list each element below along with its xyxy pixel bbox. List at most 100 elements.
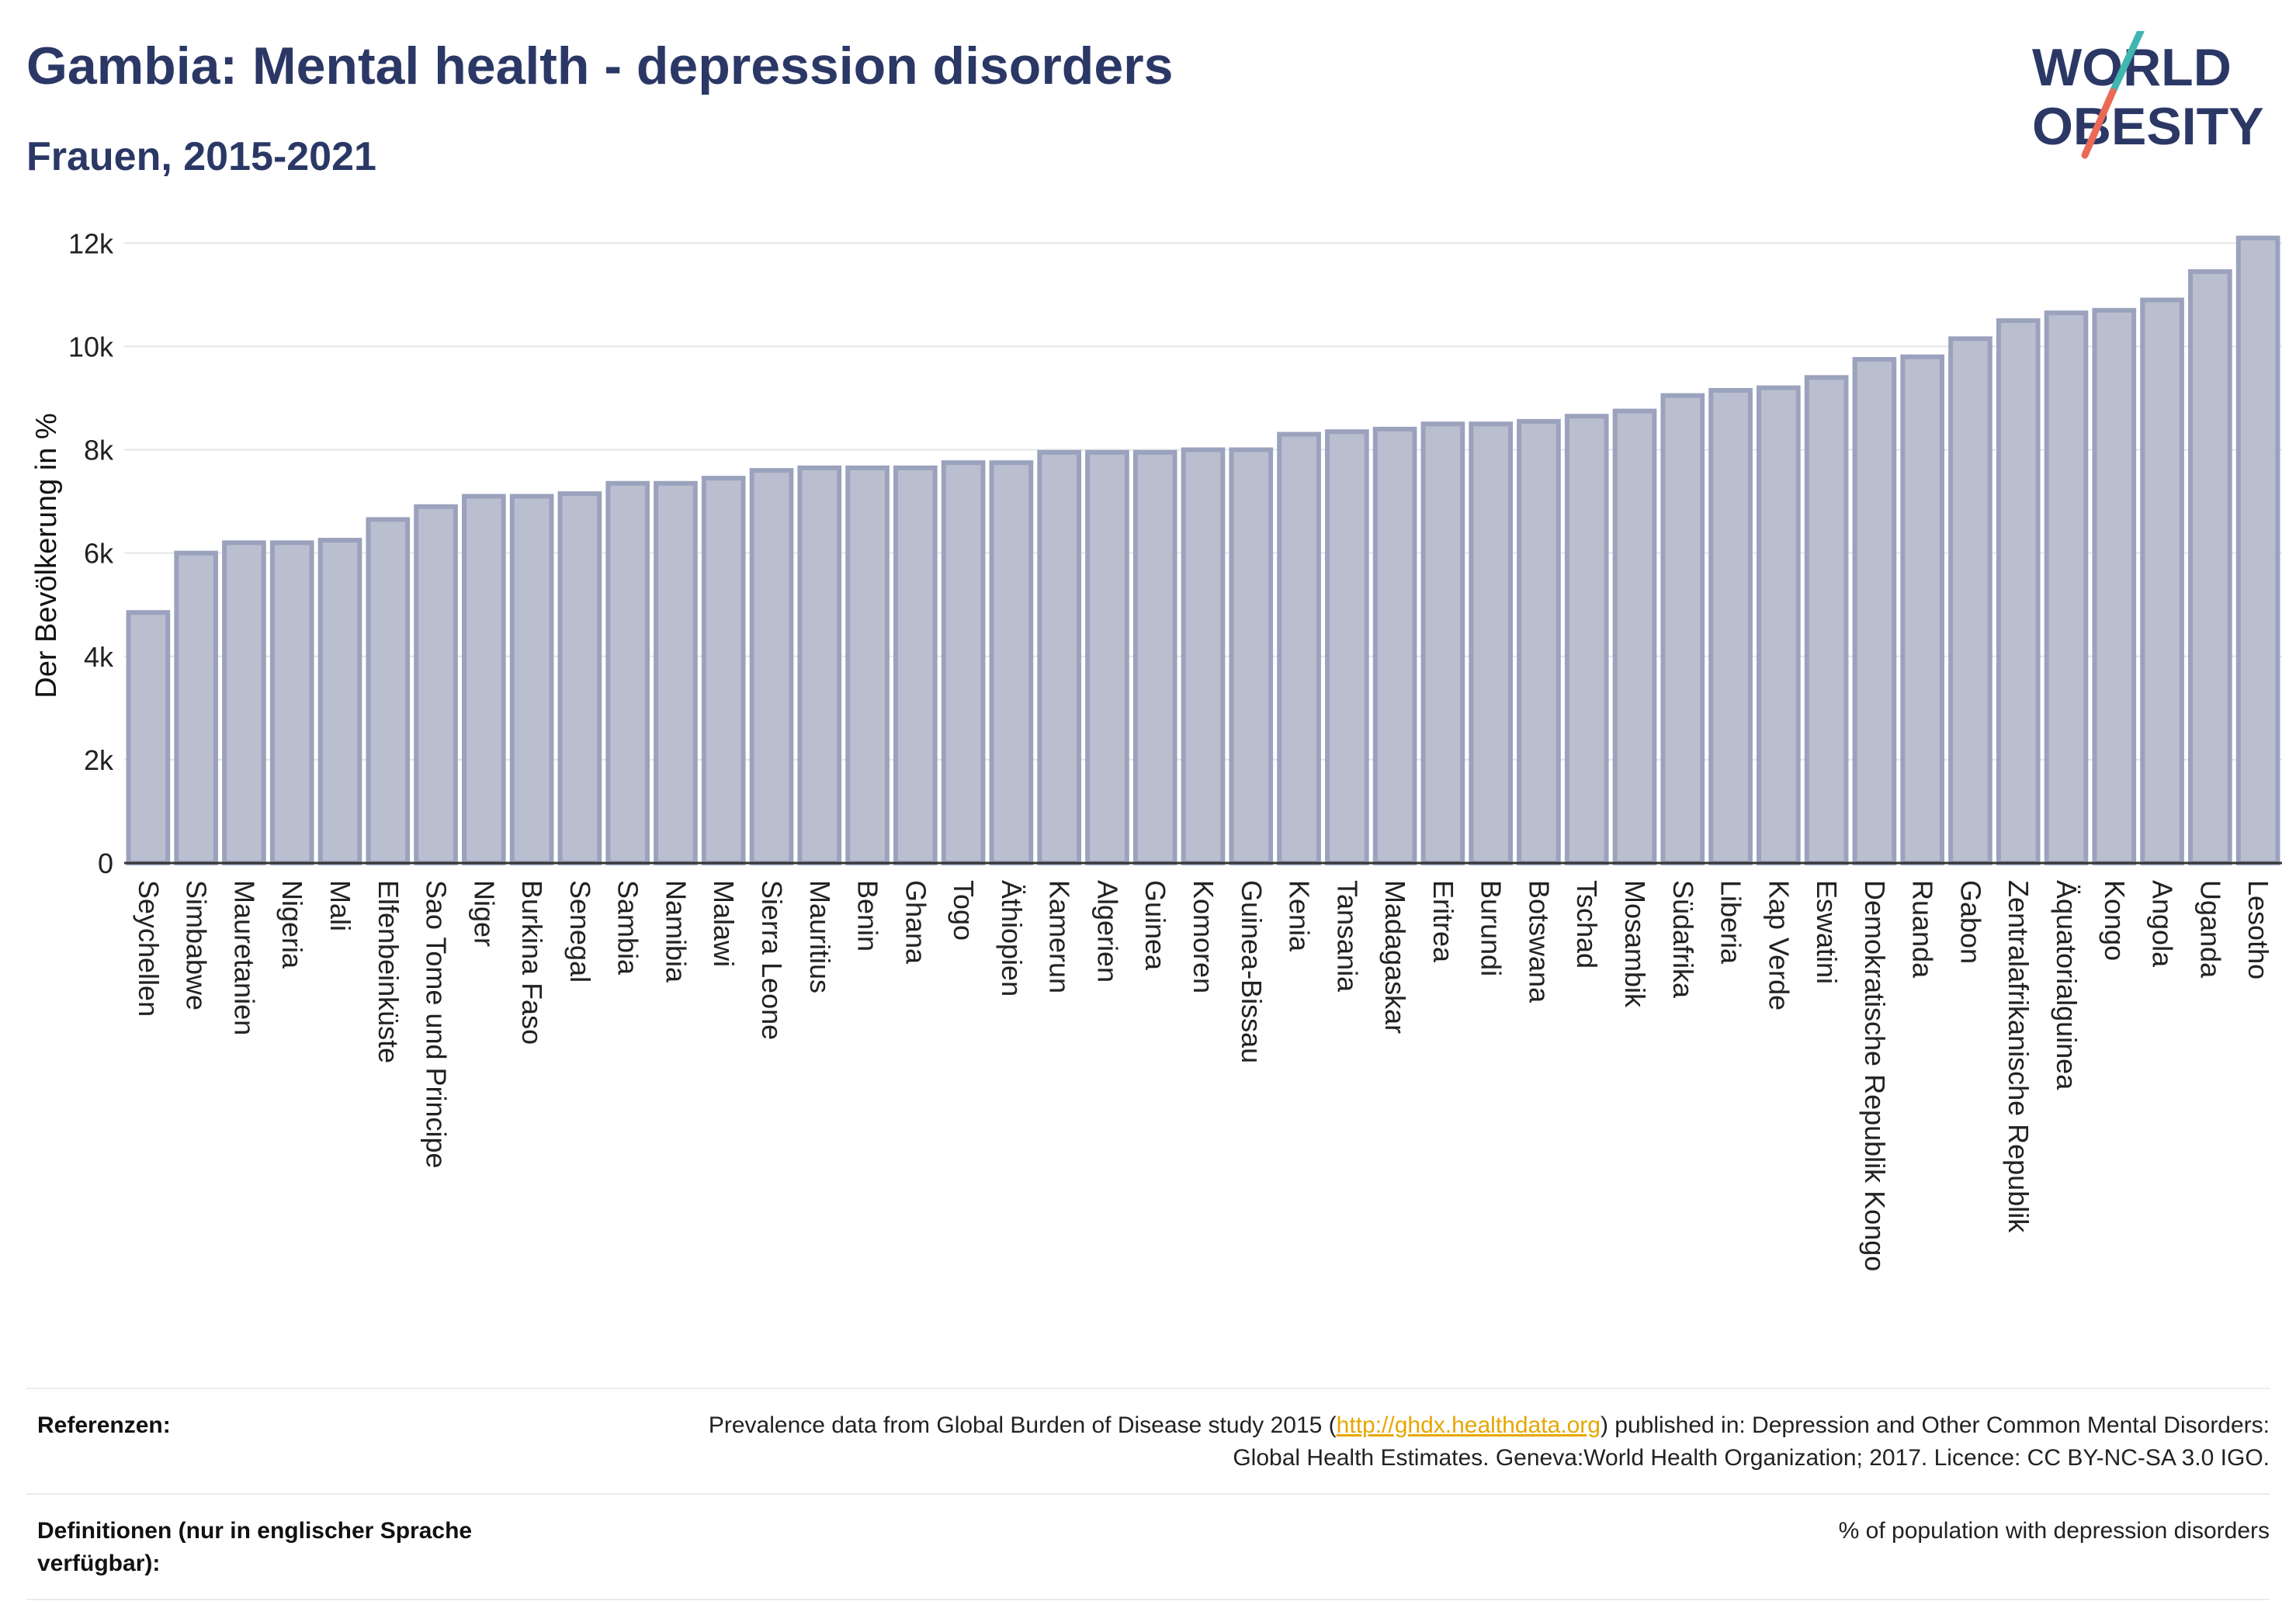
bar <box>1277 431 1321 865</box>
bar <box>1325 429 1369 865</box>
x-tick-label: Burkina Faso <box>516 880 548 1045</box>
x-tick-label: Tschad <box>1571 880 1603 969</box>
x-tick-label: Ruanda <box>1907 880 1939 979</box>
bar <box>269 540 314 865</box>
y-tick-label: 4k <box>84 641 114 673</box>
y-tick-label: 12k <box>68 227 114 259</box>
bar <box>941 460 986 866</box>
bar <box>1996 318 2041 865</box>
x-tick-label: Seychellen <box>133 880 165 1017</box>
bar <box>317 538 362 865</box>
world-obesity-logo: WORLD OBESITY <box>2032 31 2264 159</box>
bar <box>1085 449 1129 865</box>
x-tick-label: Äquatorialguinea <box>2051 880 2083 1090</box>
bar <box>1132 449 1177 865</box>
x-tick-label: Sambia <box>612 880 644 976</box>
bar <box>989 460 1034 866</box>
bar <box>1757 385 1801 865</box>
bar-chart: 0 2k 4k 6k 8k 10k 12k Seychellen Simbabwe Mauret… <box>30 227 2282 1271</box>
x-tick-label: Senegal <box>564 880 596 983</box>
references-text-after: ) published in: Depression and Other Com… <box>1233 1412 2270 1471</box>
bar <box>174 550 218 865</box>
references-row: Referenzen: Prevalence data from Global … <box>26 1388 2270 1493</box>
bar <box>1229 447 1274 865</box>
x-tick-label: Uganda <box>2194 880 2226 979</box>
bar <box>509 494 554 865</box>
x-tick-labels: Seychellen Simbabwe Mauretanien Nigeria Mali… <box>133 880 2274 1271</box>
x-tick-label: Kap Verde <box>1763 880 1795 1010</box>
x-tick-label: Südafrika <box>1667 880 1699 999</box>
x-tick-label: Ghana <box>900 880 931 965</box>
x-tick-label: Niger <box>468 880 500 947</box>
bar <box>462 494 506 865</box>
x-tick-label: Angola <box>2147 880 2179 968</box>
bar <box>222 540 266 865</box>
x-tick-label: Mauritius <box>804 880 836 993</box>
bar <box>1948 336 1993 865</box>
bar <box>1037 449 1081 865</box>
bar <box>893 465 938 865</box>
x-tick-label: Eswatini <box>1811 880 1843 984</box>
bar <box>749 468 794 865</box>
x-tick-label: Komoren <box>1188 880 1219 993</box>
x-tick-label: Mauretanien <box>228 880 260 1035</box>
x-tick-label: Mosambik <box>1619 880 1651 1008</box>
bar <box>2140 297 2184 866</box>
bar <box>1469 421 1513 865</box>
x-tick-label: Sao Tome und Principe <box>421 880 453 1169</box>
bar <box>1852 357 1897 866</box>
bar <box>654 480 698 865</box>
x-tick-label: Äthiopien <box>996 880 1028 996</box>
bar <box>2044 310 2089 866</box>
definitions-text: % of population with depression disorder… <box>1838 1518 2270 1544</box>
bar <box>2092 307 2137 866</box>
references-text: Prevalence data from Global Burden of Di… <box>640 1409 2270 1475</box>
y-tick-label: 6k <box>84 538 114 570</box>
y-tick-label: 8k <box>84 435 114 466</box>
x-tick-label: Liberia <box>1715 880 1747 965</box>
x-tick-label: Demokratische Republik Kongo <box>1859 880 1891 1271</box>
x-tick-label: Botswana <box>1523 880 1555 1003</box>
y-tick-label: 10k <box>68 331 114 362</box>
bar <box>1420 421 1465 865</box>
x-tick-label: Guinea-Bissau <box>1236 880 1268 1063</box>
bar <box>797 465 842 865</box>
x-tick-label: Lesotho <box>2242 880 2274 979</box>
bar <box>414 504 458 865</box>
x-tick-label: Mali <box>324 880 356 931</box>
x-tick-label: Tansania <box>1331 880 1363 993</box>
bar <box>1708 387 1753 865</box>
logo-slash-teal <box>2109 31 2145 95</box>
y-tick-label: 2k <box>84 744 114 776</box>
bar <box>2188 269 2232 865</box>
logo-slash-coral <box>2081 88 2117 159</box>
bar <box>701 476 746 865</box>
definitions-row: Definitionen (nur in englischer Sprache … <box>26 1493 2270 1600</box>
references-label: Referenzen: <box>37 1412 171 1438</box>
x-tick-label: Nigeria <box>276 880 308 969</box>
x-tick-label: Sierra Leone <box>756 880 788 1040</box>
bar <box>1660 393 1705 865</box>
x-tick-label: Elfenbeinküste <box>373 880 404 1063</box>
x-tick-label: Simbabwe <box>181 880 213 1010</box>
x-tick-label: Malawi <box>708 880 740 967</box>
references-link[interactable]: http://ghdx.healthdata.org <box>1336 1412 1601 1438</box>
x-tick-label: Zentralafrikanische Republik <box>2003 880 2034 1233</box>
bar <box>605 480 650 865</box>
chart-subtitle: Frauen, 2015-2021 <box>26 134 376 179</box>
x-tick-label: Togo <box>948 880 980 941</box>
x-tick-label: Kenia <box>1284 880 1316 952</box>
bar <box>1804 375 1849 865</box>
bar <box>1564 414 1609 866</box>
definitions-label: Definitionen (nur in englischer Sprache … <box>37 1518 473 1576</box>
x-tick-label: Gabon <box>1954 880 1986 964</box>
x-tick-label: Kamerun <box>1044 880 1076 993</box>
x-tick-label: Madagaskar <box>1379 880 1411 1034</box>
bar <box>366 517 411 865</box>
bar <box>1900 354 1944 866</box>
bar <box>1612 408 1657 866</box>
bar <box>1181 447 1226 865</box>
logo-line2: OBESITY <box>2032 97 2264 156</box>
bar <box>2235 235 2280 865</box>
x-tick-label: Namibia <box>660 880 692 983</box>
